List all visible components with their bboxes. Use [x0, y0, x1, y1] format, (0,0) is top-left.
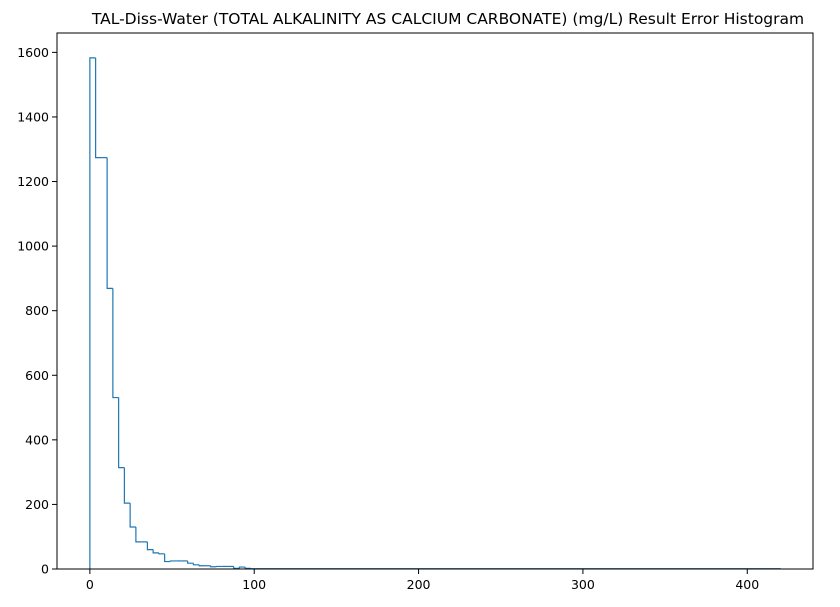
- y-tick-label: 0: [41, 562, 49, 577]
- histogram-bin: [245, 567, 251, 568]
- histogram-bin: [119, 398, 125, 468]
- y-tick-label: 1600: [17, 45, 49, 60]
- histogram-bin: [90, 58, 96, 569]
- plot-frame: [57, 33, 813, 569]
- y-tick-label: 800: [25, 303, 49, 318]
- y-tick-label: 200: [25, 497, 49, 512]
- histogram-bin: [153, 550, 159, 553]
- histogram-bin: [147, 542, 153, 550]
- histogram-bin: [124, 468, 130, 504]
- histogram-bin: [136, 527, 142, 542]
- y-tick-label: 400: [25, 432, 49, 447]
- histogram-bin: [193, 563, 199, 565]
- x-tick-label: 200: [407, 577, 431, 592]
- histogram-bin: [188, 561, 194, 563]
- histogram-bin: [234, 566, 240, 568]
- histogram-bin: [199, 565, 205, 566]
- histogram-bin: [165, 554, 171, 562]
- x-tick-label: 0: [86, 577, 94, 592]
- y-tick-label: 600: [25, 368, 49, 383]
- histogram-bin: [159, 553, 165, 554]
- axes: 0 100 200 300 400 0 200 400 600 800 1000 1200 1400 16…: [17, 33, 813, 592]
- histogram-bin: [96, 58, 102, 158]
- histogram-bin: [211, 566, 217, 567]
- histogram-bin: [239, 567, 245, 568]
- chart-title: TAL-Diss-Water (TOTAL ALKALINITY AS CALC…: [91, 10, 804, 28]
- x-tick-label: 400: [735, 577, 759, 592]
- x-tick-label: 300: [571, 577, 595, 592]
- y-tick-label: 1000: [17, 239, 49, 254]
- histogram-bin: [130, 503, 136, 527]
- histogram-bin: [170, 561, 176, 562]
- y-tick-label: 1200: [17, 174, 49, 189]
- histogram-bin: [107, 158, 113, 289]
- x-tick-label: 100: [242, 577, 266, 592]
- y-tick-label: 1400: [17, 109, 49, 124]
- plot-area: [90, 58, 780, 569]
- histogram-bin: [113, 288, 119, 397]
